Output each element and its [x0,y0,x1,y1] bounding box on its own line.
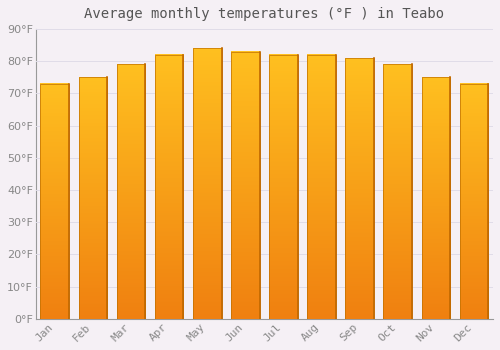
Bar [116,64,146,319]
Bar [346,58,374,319]
Bar [193,48,222,319]
Bar [422,77,450,319]
Bar [231,51,260,319]
Bar [460,84,488,319]
Bar [384,64,412,319]
Bar [78,77,107,319]
Title: Average monthly temperatures (°F ) in Teabo: Average monthly temperatures (°F ) in Te… [84,7,444,21]
Bar [308,55,336,319]
Bar [155,55,184,319]
Bar [269,55,298,319]
Bar [40,84,69,319]
